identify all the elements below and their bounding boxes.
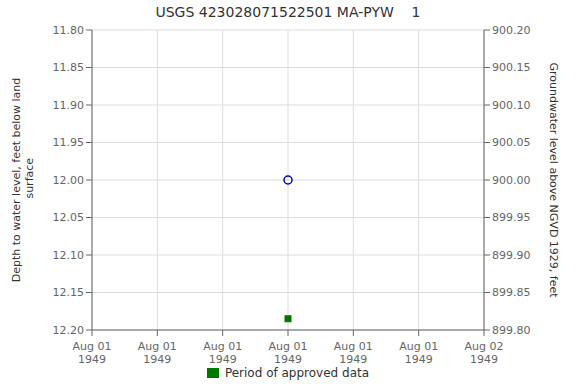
svg-text:Depth to water level, feet bel: Depth to water level, feet below land su… xyxy=(10,78,36,283)
svg-text:900.05: 900.05 xyxy=(492,136,531,149)
html-text:USGS 423028071522501 MA-PYW 1: USGS 423028071522501 MA-PYW 1 xyxy=(155,4,421,20)
svg-text:12.15: 12.15 xyxy=(53,286,85,299)
svg-text:Groundwater level above NGVD 1: Groundwater level above NGVD 1929, feet xyxy=(547,62,560,298)
svg-text:11.80: 11.80 xyxy=(53,24,85,37)
html-text:Period of approved data: Period of approved data xyxy=(224,366,370,380)
svg-text:Aug 011949: Aug 011949 xyxy=(399,340,438,366)
svg-text:900.10: 900.10 xyxy=(492,99,531,112)
svg-text:900.15: 900.15 xyxy=(492,61,531,74)
svg-text:12.20: 12.20 xyxy=(53,324,85,337)
svg-text:Aug 011949: Aug 011949 xyxy=(203,340,242,366)
svg-text:899.90: 899.90 xyxy=(492,249,531,262)
svg-text:900.20: 900.20 xyxy=(492,24,531,37)
svg-text:12.10: 12.10 xyxy=(53,249,85,262)
svg-text:12.05: 12.05 xyxy=(53,211,85,224)
svg-text:12.00: 12.00 xyxy=(53,174,85,187)
svg-text:11.85: 11.85 xyxy=(53,61,85,74)
svg-text:899.85: 899.85 xyxy=(492,286,531,299)
svg-text:11.90: 11.90 xyxy=(53,99,85,112)
svg-text:Aug 011949: Aug 011949 xyxy=(138,340,177,366)
svg-text:Aug 011949: Aug 011949 xyxy=(334,340,373,366)
svg-text:Aug 011949: Aug 011949 xyxy=(269,340,308,366)
svg-text:899.95: 899.95 xyxy=(492,211,531,224)
svg-text:900.00: 900.00 xyxy=(492,174,531,187)
svg-text:11.95: 11.95 xyxy=(53,136,85,149)
svg-text:Aug 011949: Aug 011949 xyxy=(73,340,112,366)
svg-text:899.80: 899.80 xyxy=(492,324,531,337)
svg-text:Aug 021949: Aug 021949 xyxy=(465,340,504,366)
